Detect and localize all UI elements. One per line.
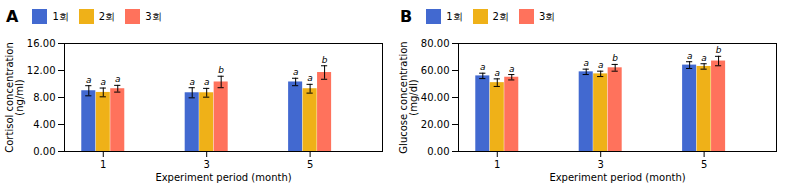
svg-text:b: b bbox=[612, 53, 618, 63]
svg-text:Glucose concentration(mg/dl): Glucose concentration(mg/dl) bbox=[398, 41, 419, 153]
svg-text:Experiment period (month): Experiment period (month) bbox=[155, 172, 291, 183]
svg-text:80.00: 80.00 bbox=[421, 38, 450, 49]
svg-text:8.00: 8.00 bbox=[33, 92, 55, 103]
svg-text:Cortisol concentration(ng/ml): Cortisol concentration(ng/ml) bbox=[4, 42, 25, 152]
html-text:3회: 3회 bbox=[539, 10, 556, 22]
svg-text:a: a bbox=[495, 68, 501, 78]
svg-text:60.00: 60.00 bbox=[421, 65, 450, 76]
svg-text:a: a bbox=[101, 77, 107, 87]
svg-text:1: 1 bbox=[494, 159, 500, 170]
svg-text:b: b bbox=[322, 55, 328, 65]
svg-text:Experiment period (month): Experiment period (month) bbox=[549, 172, 685, 183]
html-text:1회: 1회 bbox=[52, 10, 69, 22]
svg-text:16.00: 16.00 bbox=[27, 38, 56, 49]
svg-text:a: a bbox=[701, 53, 707, 63]
svg-text:3: 3 bbox=[204, 159, 210, 170]
svg-text:40.00: 40.00 bbox=[421, 92, 450, 103]
svg-text:a: a bbox=[583, 58, 589, 68]
svg-text:4.00: 4.00 bbox=[33, 119, 55, 130]
html-text:1회: 1회 bbox=[446, 10, 463, 22]
svg-text:a: a bbox=[480, 62, 486, 72]
svg-text:a: a bbox=[204, 77, 210, 87]
html-text:3회: 3회 bbox=[145, 10, 162, 22]
html-text:B: B bbox=[400, 7, 413, 26]
svg-text:1: 1 bbox=[100, 159, 106, 170]
svg-text:20.00: 20.00 bbox=[421, 119, 450, 130]
html-text:2회: 2회 bbox=[98, 10, 116, 22]
svg-text:b: b bbox=[716, 45, 722, 55]
svg-text:5: 5 bbox=[307, 159, 313, 170]
svg-text:0.00: 0.00 bbox=[33, 146, 55, 157]
svg-text:0.00: 0.00 bbox=[427, 146, 449, 157]
svg-text:a: a bbox=[687, 51, 693, 61]
svg-text:a: a bbox=[307, 73, 313, 83]
svg-text:a: a bbox=[115, 74, 121, 84]
svg-text:5: 5 bbox=[701, 159, 707, 170]
svg-text:a: a bbox=[293, 67, 299, 77]
html-text:A: A bbox=[6, 7, 19, 26]
svg-text:a: a bbox=[598, 60, 604, 70]
svg-text:12.00: 12.00 bbox=[27, 65, 56, 76]
html-text:2회: 2회 bbox=[492, 10, 509, 22]
svg-text:3: 3 bbox=[598, 159, 604, 170]
svg-text:b: b bbox=[218, 65, 224, 75]
svg-text:a: a bbox=[189, 77, 195, 87]
svg-text:a: a bbox=[509, 64, 515, 74]
svg-text:a: a bbox=[86, 75, 92, 85]
